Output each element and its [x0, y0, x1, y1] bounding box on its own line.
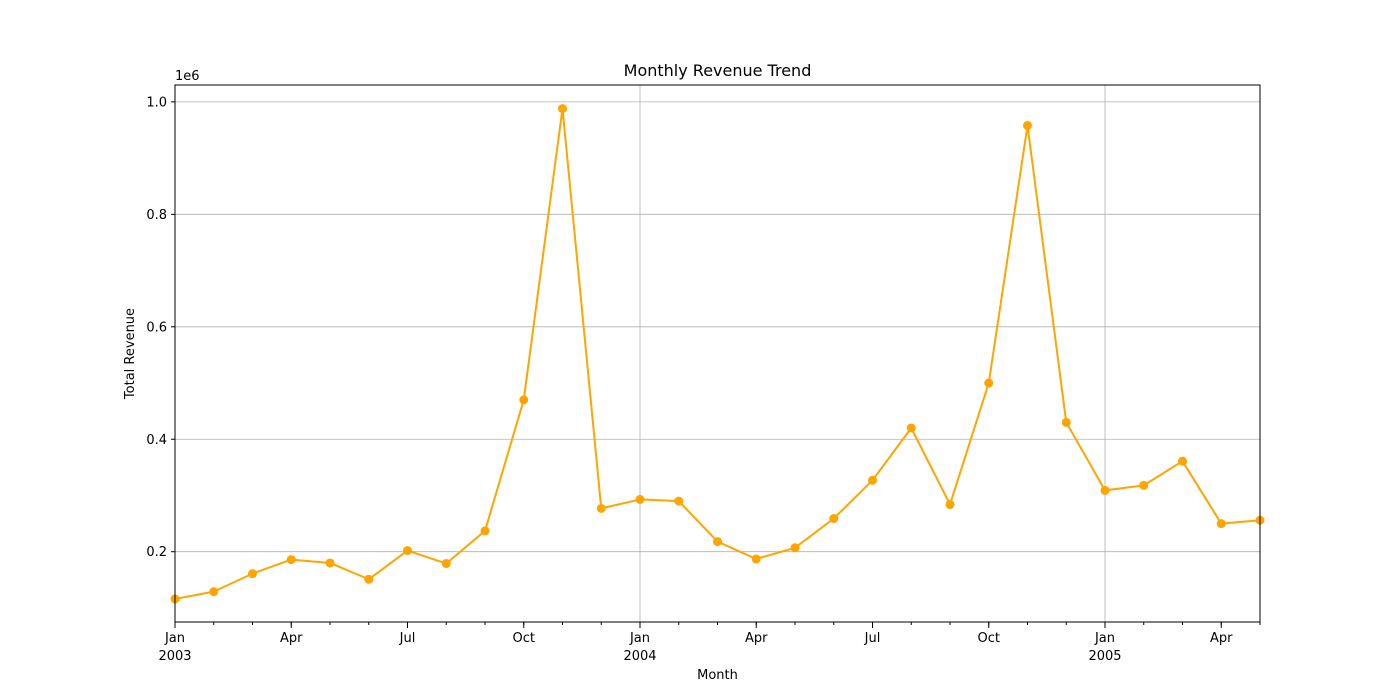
x-tick-label: Jan — [164, 631, 185, 646]
data-point-marker — [441, 559, 451, 569]
chart-title: Monthly Revenue Trend — [624, 61, 812, 80]
data-point-marker — [558, 104, 567, 114]
data-point-marker — [596, 503, 606, 513]
data-point-marker — [790, 543, 800, 553]
data-point-marker — [1023, 120, 1032, 130]
data-point-marker — [1139, 480, 1149, 490]
data-point-marker — [519, 395, 529, 405]
y-axis-title: Total Revenue — [123, 308, 138, 400]
x-axis-title: Month — [697, 668, 738, 683]
data-point-marker — [480, 526, 490, 536]
y-tick-label: 0.6 — [146, 320, 167, 335]
data-point-marker — [248, 569, 257, 579]
data-point-marker — [1216, 519, 1226, 529]
x-axis-ticks: Jan 2003 Apr Jul Oct Jan 2004 Apr Jul Oct Jan 2005 A… — [158, 622, 1261, 664]
y-axis-offset-label: 1e6 — [175, 69, 200, 84]
x-tick-label: Jan — [629, 631, 650, 646]
data-point-marker — [906, 423, 916, 433]
y-tick-label: 0.2 — [146, 545, 167, 560]
y-tick-label: 1.0 — [146, 95, 167, 110]
data-point-marker — [945, 499, 955, 509]
y-axis-ticks: 0.2 0.4 0.6 0.8 1.0 — [146, 95, 175, 560]
x-tick-label: Oct — [978, 631, 1000, 646]
y-tick-label: 0.8 — [146, 208, 167, 223]
y-tick-label: 0.4 — [146, 433, 167, 448]
series-layer — [170, 104, 1265, 604]
data-point-marker — [635, 494, 645, 504]
x-tick-year-label: 2005 — [1088, 649, 1121, 664]
x-tick-label: Apr — [745, 631, 768, 646]
x-tick-label: Jul — [864, 631, 881, 646]
grid-lines — [175, 85, 1260, 622]
x-tick-year-label: 2004 — [623, 649, 656, 664]
x-tick-label: Apr — [280, 631, 303, 646]
x-tick-label: Jan — [1094, 631, 1115, 646]
data-point-marker — [984, 378, 994, 388]
data-point-marker — [403, 546, 412, 556]
x-tick-year-label: 2003 — [158, 649, 191, 664]
data-point-marker — [751, 554, 761, 564]
data-point-marker — [1100, 485, 1110, 495]
x-tick-label: Apr — [1210, 631, 1233, 646]
data-point-marker — [713, 537, 722, 547]
x-tick-label: Jul — [399, 631, 416, 646]
data-point-marker — [209, 587, 219, 597]
series-line — [174, 107, 1261, 600]
data-point-marker — [325, 558, 335, 568]
data-point-marker — [829, 514, 839, 524]
data-point-marker — [1061, 417, 1071, 427]
data-point-marker — [674, 496, 684, 506]
x-tick-label: Oct — [513, 631, 535, 646]
data-point-marker — [364, 574, 374, 584]
data-point-marker — [868, 475, 877, 485]
data-point-marker — [286, 555, 296, 565]
data-point-marker — [1178, 456, 1187, 466]
